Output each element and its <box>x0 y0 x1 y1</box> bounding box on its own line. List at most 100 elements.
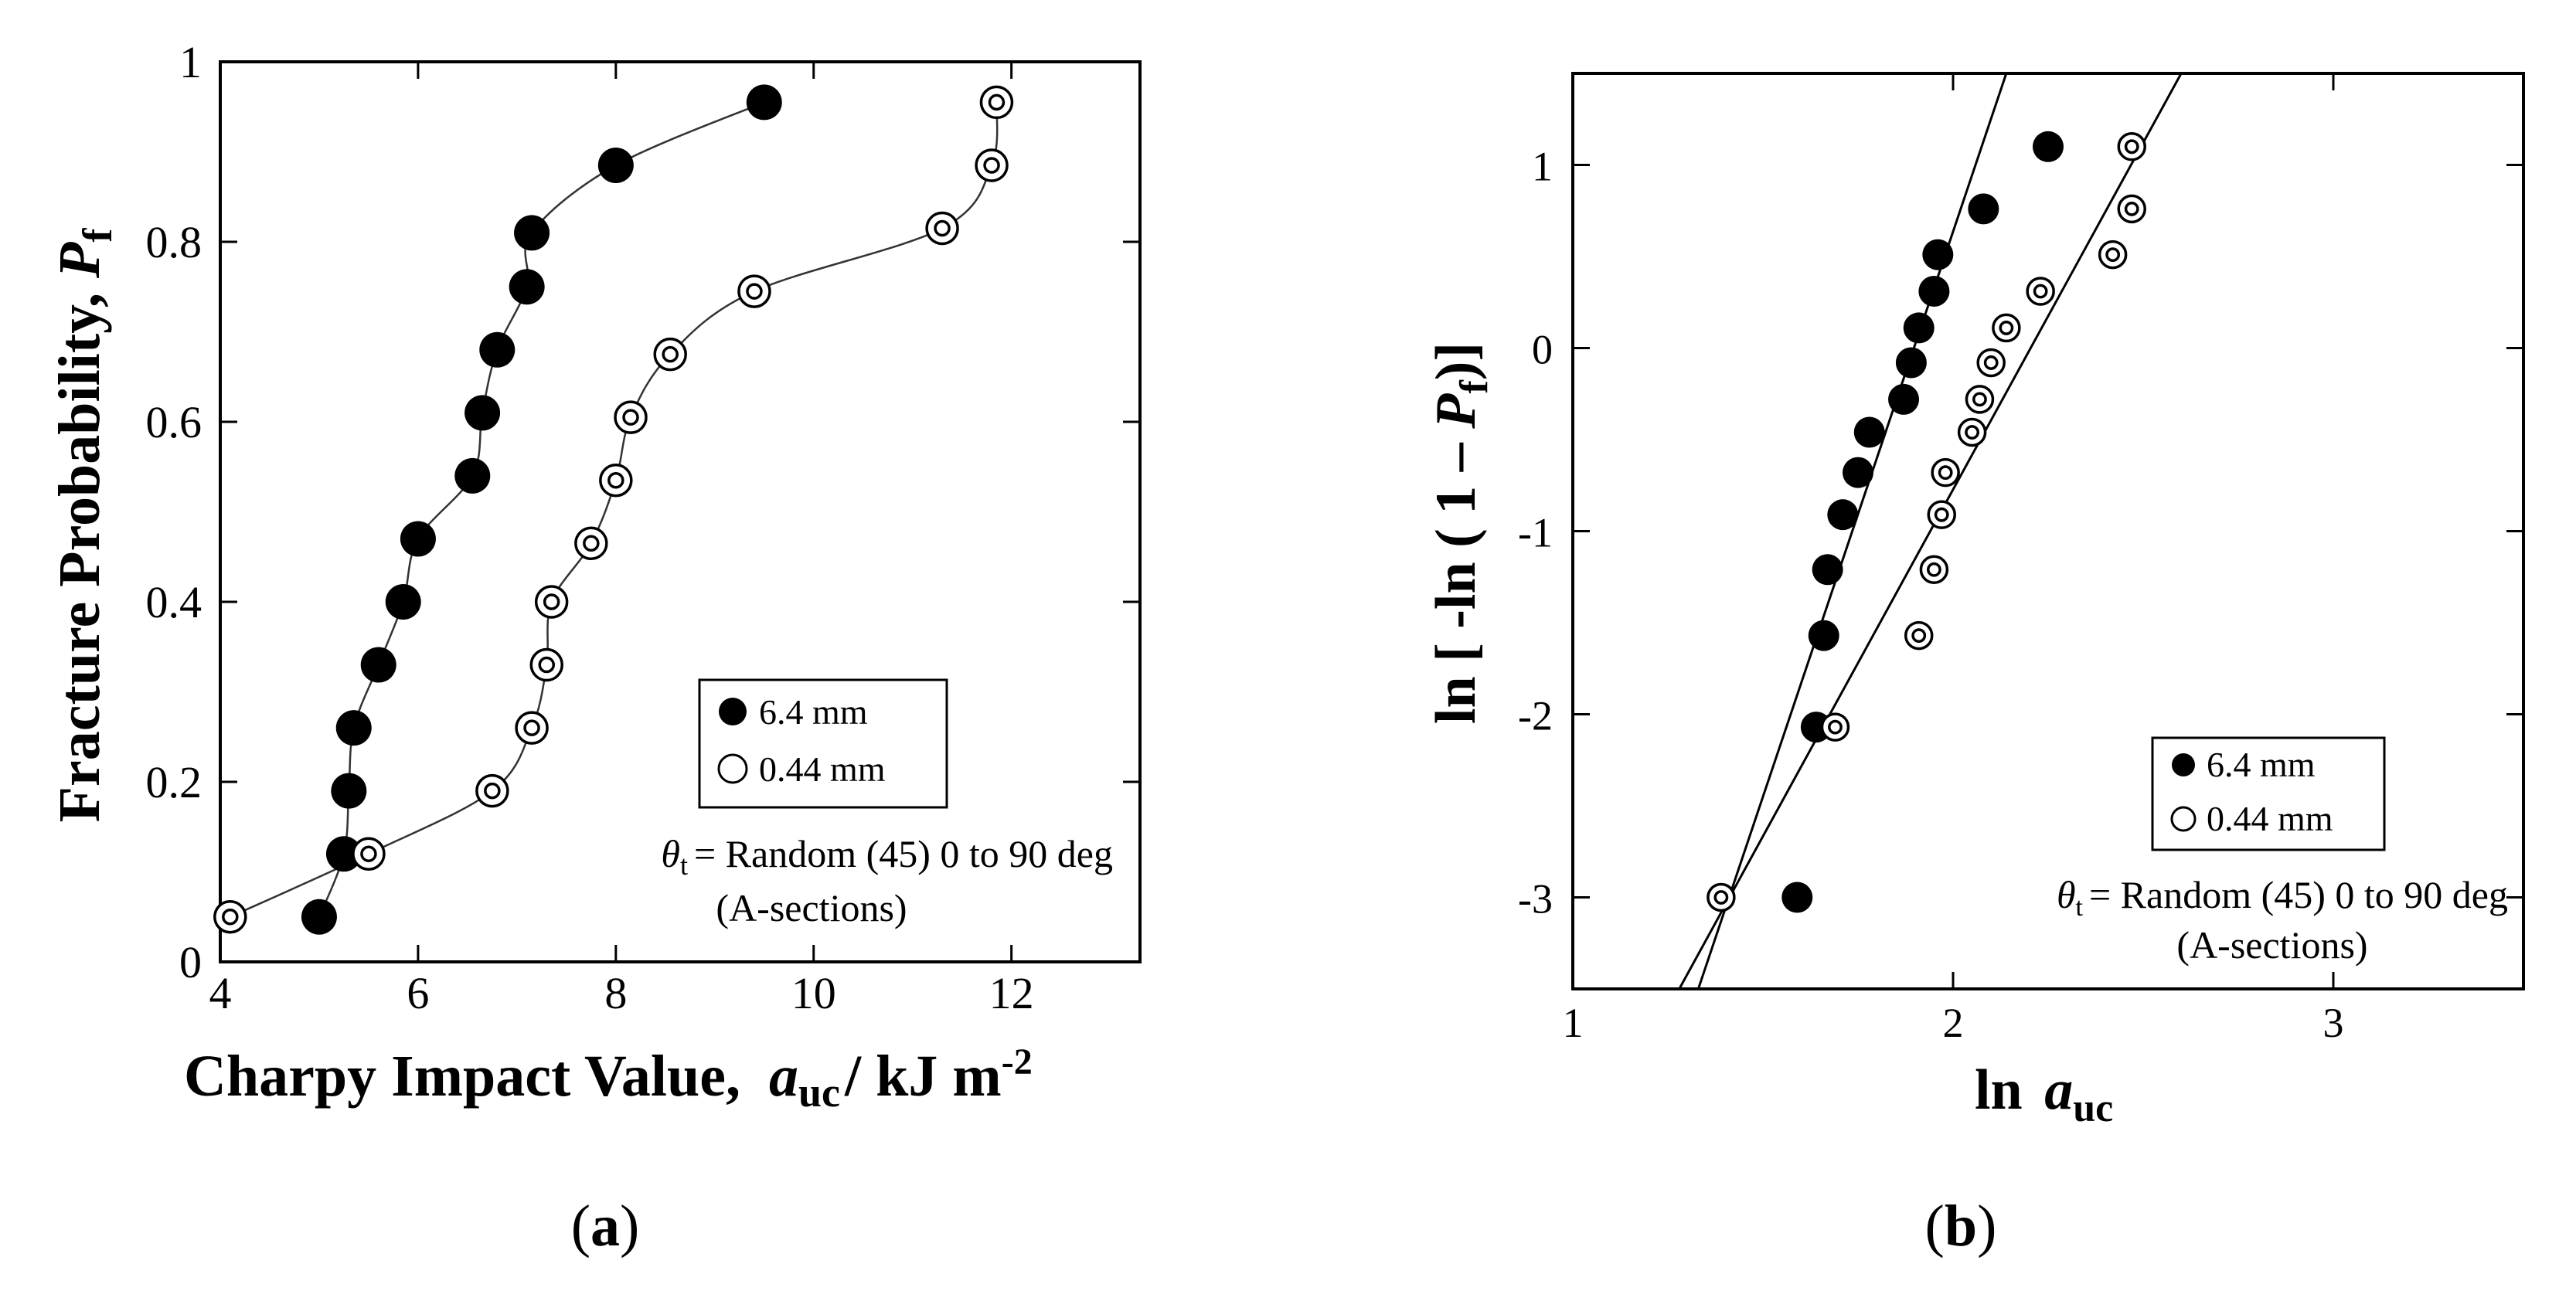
x-tick-label: 10 <box>791 968 836 1018</box>
y-tick-label: 1 <box>1532 144 1553 190</box>
point-bullseye-inner <box>2124 139 2139 155</box>
point-filled <box>1827 499 1859 531</box>
point-bullseye-inner <box>1927 562 1941 577</box>
point-filled <box>360 647 396 683</box>
panel-a-annotation-line1: θt = Random (45) 0 to 90 deg <box>661 832 1113 881</box>
panel-b-legend-label-6-4mm: 6.4 mm <box>2207 745 2316 784</box>
panel-b-annotation-line1: θt = Random (45) 0 to 90 deg <box>2057 873 2508 922</box>
fit-line <box>1678 73 2183 990</box>
panel-a-ticks: 4 6 8 10 12 0 0.2 0.4 0.6 0.8 1 <box>146 37 1140 1018</box>
point-bullseye-inner <box>1965 425 1980 440</box>
point-filled <box>1781 882 1813 913</box>
point-filled <box>1888 383 1920 415</box>
y-tick-label: -1 <box>1518 510 1553 556</box>
point-bullseye-inner <box>2105 247 2121 263</box>
panel-a-chart: 4 6 8 10 12 0 0.2 0.4 0.6 0.8 1 Fracture Probabili… <box>47 37 1142 1259</box>
point-filled <box>514 215 550 251</box>
y-tick-label: -2 <box>1518 693 1553 739</box>
point-bullseye-inner <box>983 157 1000 174</box>
panel-b-annotation-line2: (A-sections) <box>2176 923 2367 967</box>
point-filled <box>1808 620 1839 651</box>
panel-a-label: (a) <box>571 1194 640 1259</box>
point-bullseye-inner <box>360 845 377 862</box>
series-curve <box>230 102 999 918</box>
point-filled <box>325 836 362 872</box>
y-tick-label: 0 <box>179 937 202 987</box>
fit-line <box>1696 73 2008 990</box>
x-tick-label: 12 <box>989 968 1034 1018</box>
panel-b-points <box>1707 131 2146 913</box>
panel-a-ylabel: Fracture Probability, Pf <box>47 228 121 823</box>
panel-b-legend-box <box>2151 736 2386 851</box>
point-filled <box>509 269 545 305</box>
y-tick-label: 0.2 <box>146 757 202 807</box>
y-tick-label: 1 <box>179 37 202 87</box>
panel-a-legend: 6.4 mm 0.44 mm <box>698 678 948 809</box>
panel-a-annotation-line2: (A-sections) <box>716 886 907 929</box>
point-filled <box>335 710 372 746</box>
point-bullseye-inner <box>484 782 501 800</box>
panel-b-legend-marker-open <box>2170 806 2197 832</box>
panel-a-plot-frame <box>219 60 1142 963</box>
point-filled <box>1895 347 1927 379</box>
point-bullseye-inner <box>2124 201 2139 216</box>
point-bullseye-inner <box>583 535 600 552</box>
point-bullseye-inner <box>988 93 1006 111</box>
point-filled <box>1843 457 1873 488</box>
point-bullseye-inner <box>607 471 624 489</box>
point-filled <box>331 773 367 809</box>
point-bullseye-inner <box>538 656 556 674</box>
point-bullseye-inner <box>2033 284 2048 299</box>
point-bullseye-inner <box>1999 321 2014 335</box>
panel-b-plot-frame <box>1571 72 2525 990</box>
point-bullseye-inner <box>662 345 679 363</box>
panel-b-fit-lines <box>1678 73 2183 990</box>
point-bullseye-inner <box>934 219 951 237</box>
x-tick-label: 1 <box>1563 1000 1584 1046</box>
point-filled <box>1903 312 1935 344</box>
point-bullseye-inner <box>622 409 639 426</box>
point-bullseye-inner <box>1713 890 1729 905</box>
point-bullseye-inner <box>1934 507 1949 522</box>
x-tick-label: 4 <box>209 968 232 1018</box>
point-filled <box>454 457 491 494</box>
point-filled <box>1968 193 1999 225</box>
x-tick-label: 6 <box>407 968 429 1018</box>
panel-a-legend-label-0-44mm: 0.44 mm <box>759 749 886 789</box>
panel-b-xlabel: ln auc <box>1975 1058 2113 1130</box>
x-tick-label: 2 <box>1943 1000 1964 1046</box>
panel-a-points <box>213 84 1014 935</box>
point-filled <box>385 584 421 620</box>
y-tick-label: 0.8 <box>146 217 202 267</box>
point-filled <box>2033 131 2064 162</box>
point-filled <box>746 84 782 121</box>
point-filled <box>464 395 501 431</box>
point-filled <box>1853 416 1885 448</box>
point-bullseye-inner <box>1911 628 1927 643</box>
panel-b-label: (b) <box>1925 1194 1997 1259</box>
point-bullseye-inner <box>1983 355 1999 370</box>
panel-a-xlabel: Charpy Impact Value, auc/ kJ m-2 <box>184 1041 1033 1116</box>
panel-a-legend-marker-filled <box>719 698 747 725</box>
point-filled <box>1922 239 1954 270</box>
panel-b-ylabel: ln [ -ln ( 1 – Pf)] <box>1424 342 1496 724</box>
point-bullseye-inner <box>1828 719 1843 735</box>
panel-a-legend-label-6-4mm: 6.4 mm <box>759 692 868 732</box>
y-tick-label: 0.6 <box>146 397 202 447</box>
y-tick-label: 0.4 <box>146 577 202 627</box>
point-filled <box>400 521 436 557</box>
point-bullseye-inner <box>222 909 239 926</box>
panel-b-ticks: 1 2 3 -3 -2 -1 0 1 <box>1518 73 2523 1046</box>
y-tick-label: -3 <box>1518 876 1553 922</box>
point-filled <box>597 147 634 183</box>
point-bullseye-inner <box>523 719 540 736</box>
panel-b-legend-label-0-44mm: 0.44 mm <box>2207 799 2333 838</box>
point-bullseye-inner <box>746 283 763 300</box>
panel-a-legend-marker-open <box>717 753 748 784</box>
panel-b-chart: 1 2 3 -3 -2 -1 0 1 ln [ -ln ( 1 – Pf)] ln auc 6… <box>1424 72 2525 1259</box>
point-bullseye-inner <box>543 593 560 610</box>
point-filled <box>301 899 337 935</box>
x-tick-label: 3 <box>2323 1000 2344 1046</box>
point-bullseye-inner <box>1972 392 1987 407</box>
